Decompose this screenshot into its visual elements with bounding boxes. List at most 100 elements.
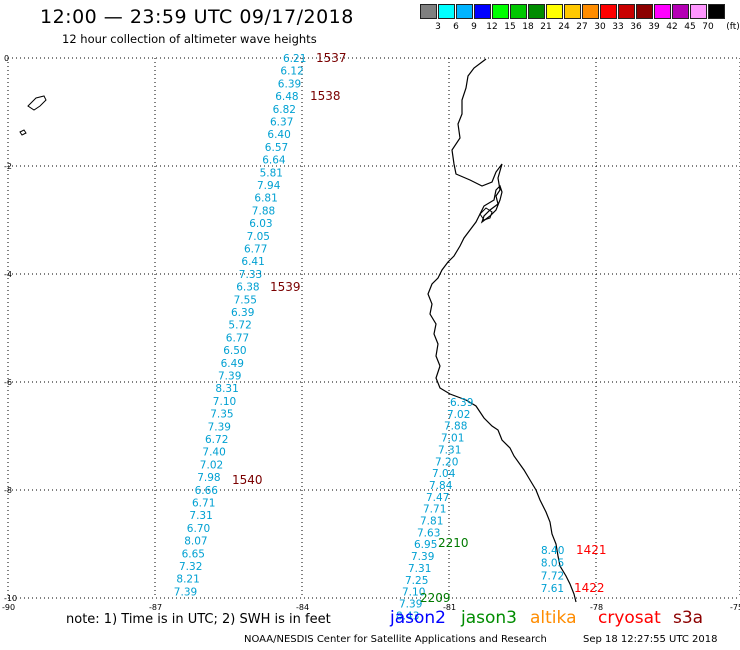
legend-jason2: jason2 [390,608,446,628]
wave-height-value: 7.55 [234,294,257,306]
y-axis-label: -2 [4,162,12,171]
legend-altika: altika [530,608,577,628]
wave-height-value: 7.35 [210,409,233,421]
pass-time-label: 1538 [310,89,341,103]
galapagos-island-small [19,129,27,136]
scale-label: 21 [540,22,552,32]
wave-height-value: 8.40 [541,545,564,557]
scale-swatch [672,4,689,19]
wave-height-value: 6.49 [221,358,244,370]
scale-swatch [528,4,545,19]
scale-swatch [636,4,653,19]
scale-label: 6 [453,22,459,32]
scale-label: 45 [684,22,696,32]
wave-height-value: 7.81 [420,516,443,528]
wave-height-value: 8.07 [184,536,207,548]
scale-label: 27 [576,22,588,32]
wave-height-value: 6.50 [223,345,246,357]
scale-swatch [492,4,509,19]
wave-height-value: 8.05 [541,558,564,570]
wave-height-value: 6.95 [414,539,437,551]
wave-height-value: 6.48 [275,91,298,103]
wave-height-value: 7.61 [541,583,564,595]
wave-height-value: 7.20 [435,456,458,468]
scale-label: 15 [504,22,516,32]
wave-height-value: 6.38 [236,282,259,294]
wave-height-value: 6.65 [182,548,205,560]
page-subtitle: 12 hour collection of altimeter wave hei… [62,32,317,46]
scale-swatch [420,4,437,19]
legend-jason3: jason3 [461,608,517,628]
wave-height-value: 8.43 [396,610,419,622]
scale-unit: (ft) [726,22,740,32]
track-time-labels: 1537 1538 1539 1540 2210 2209 1421 1422 [232,51,607,605]
legend-note: note: 1) Time is in UTC; 2) SWH is in fe… [66,612,331,627]
wave-height-value: 6.39 [450,397,473,409]
wave-height-value: 6.77 [244,244,267,256]
scale-label: 42 [666,22,678,32]
wave-height-value: 6.66 [195,485,219,497]
pass-time-label: 1539 [270,280,301,294]
south-america-coast [427,58,577,603]
wave-height-value: 7.39 [218,371,241,383]
credit-line: NOAA/NESDIS Center for Satellite Applica… [244,634,547,645]
page-title: 12:00 — 23:59 UTC 09/17/2018 [40,6,354,28]
scale-swatch [708,4,725,19]
scale-label: 30 [594,22,606,32]
scale-label: 12 [486,22,498,32]
map-grid [7,57,740,599]
scale-label: 33 [612,22,624,32]
wave-height-value: 7.84 [429,480,453,492]
wave-height-value: 7.33 [239,269,262,281]
wave-height-value: 7.04 [432,468,456,480]
wave-height-value: 6.64 [262,155,286,167]
scale-swatch [618,4,635,19]
altimeter-tracks: 6.216.126.396.486.826.376.406.576.645.81… [174,53,565,622]
scale-swatch [546,4,563,19]
wave-height-value: 7.39 [411,551,434,563]
scale-label: 39 [648,22,660,32]
axis-labels: 0 -2 -4 -6 -8 -10-90 -87 -84 -81 -78 -75 [2,54,740,612]
scale-label: 18 [522,22,534,32]
wave-height-value: 7.05 [247,231,270,243]
gulf-detail [479,207,493,221]
scale-swatch [600,4,617,19]
pass-time-label: 1422 [574,581,605,595]
wave-height-value: 6.12 [280,66,303,78]
wave-height-value: 6.37 [270,117,293,129]
wave-height-value: 7.31 [408,563,431,575]
scale-swatch [456,4,473,19]
wave-height-value: 7.98 [197,472,220,484]
wave-height-value: 7.02 [200,459,223,471]
wave-height-value: 7.94 [257,180,281,192]
pass-time-label: 1421 [576,543,607,557]
scale-swatch [564,4,581,19]
wave-height-value: 7.01 [441,433,464,445]
wave-height-value: 7.88 [252,205,275,217]
wave-height-value: 6.03 [249,218,272,230]
wave-height-value: 6.72 [205,434,228,446]
x-axis-label: -78 [590,603,603,612]
scale-swatch [582,4,599,19]
legend-cryosat: cryosat [598,608,661,628]
wave-height-value: 7.72 [541,570,564,582]
wave-height-value: 6.82 [273,104,296,116]
wave-height-value: 8.21 [176,574,199,586]
wave-height-value: 7.10 [402,587,425,599]
wave-height-value: 8.31 [215,383,238,395]
wave-height-value: 7.40 [202,447,225,459]
wave-height-value: 6.41 [241,256,264,268]
wave-height-value: 7.31 [438,444,461,456]
wave-height-value: 6.21 [283,53,306,65]
wave-height-value: 7.39 [399,598,422,610]
y-axis-label: -8 [4,486,12,495]
galapagos-island-main [27,95,47,111]
y-axis-label: -6 [4,378,12,387]
wave-height-value: 6.57 [265,142,288,154]
x-axis-label: -84 [296,603,309,612]
legend-s3a: s3a [673,608,704,628]
wave-height-value: 7.02 [447,409,470,421]
wave-height-value: 6.39 [231,307,254,319]
x-axis-label: -81 [443,603,456,612]
wave-height-value: 7.47 [426,492,449,504]
